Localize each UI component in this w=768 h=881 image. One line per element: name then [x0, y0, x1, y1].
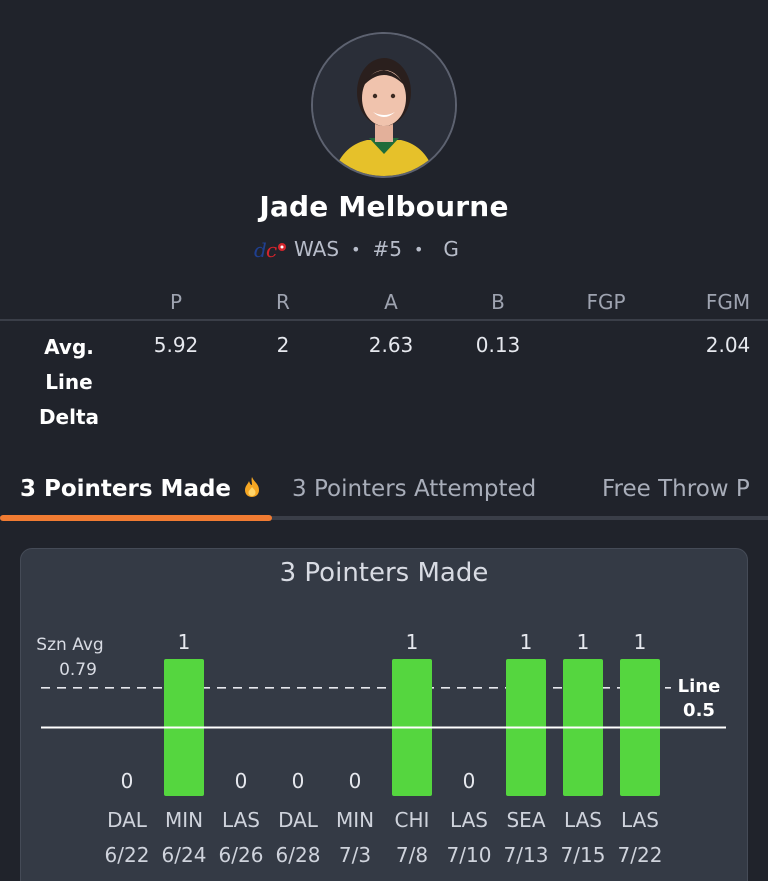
x-tick-date: 7/22 — [618, 843, 663, 867]
x-tick-team: DAL — [278, 808, 319, 832]
team-logo-icon: d c — [254, 238, 286, 262]
team-abbrev: WAS — [294, 237, 340, 261]
x-tick-date: 6/22 — [105, 843, 150, 867]
season-avg-label: Szn Avg — [36, 635, 103, 655]
x-tick-date: 6/28 — [276, 843, 321, 867]
tab-free-throw[interactable]: Free Throw P — [602, 476, 750, 502]
x-tick-date: 7/15 — [561, 843, 606, 867]
stats-divider — [0, 319, 768, 321]
season-avg-value: 0.79 — [59, 660, 97, 680]
stat-col-header: R — [276, 290, 290, 314]
x-tick-date: 6/26 — [219, 843, 264, 867]
x-tick-date: 7/13 — [504, 843, 549, 867]
bar-value-label: 1 — [178, 630, 191, 654]
x-tick-team: DAL — [107, 808, 148, 832]
tab-track — [0, 516, 768, 520]
meta-separator: • — [413, 239, 424, 259]
stat-tabs: 3 Pointers Made 3 Pointers Attempted Fre… — [0, 470, 768, 520]
chart-title: 3 Pointers Made — [279, 558, 489, 588]
tab-label: 3 Pointers Made — [20, 476, 232, 502]
svg-text:c: c — [266, 238, 277, 262]
stats-row-label: Avg. Line Delta — [32, 330, 106, 435]
x-tick-date: 7/8 — [396, 843, 428, 867]
stat-col-header: P — [169, 290, 183, 314]
player-name: Jade Melbourne — [259, 190, 509, 223]
svg-text:d: d — [254, 238, 267, 262]
x-tick-team: MIN — [336, 808, 374, 832]
x-tick-date: 7/10 — [447, 843, 492, 867]
x-tick-team: LAS — [621, 808, 659, 832]
player-position: G — [443, 237, 459, 261]
meta-separator: • — [351, 239, 361, 259]
x-tick-team: LAS — [450, 808, 488, 832]
x-tick-team: LAS — [222, 808, 260, 832]
row-label-line: Line — [45, 370, 93, 394]
bar-value-label: 0 — [235, 769, 248, 793]
active-tab-indicator — [0, 515, 272, 521]
stat-value: 0.13 — [475, 333, 521, 357]
fire-icon — [245, 477, 260, 497]
tab-3-pointers-attempted[interactable]: 3 Pointers Attempted — [292, 476, 537, 502]
stat-value: 2 — [276, 333, 290, 357]
bar-value-label: 1 — [406, 630, 419, 654]
bar-value-label: 0 — [121, 769, 134, 793]
row-label-line: Avg. — [44, 335, 94, 359]
x-tick-team: SEA — [506, 808, 545, 832]
x-tick-team: LAS — [564, 808, 602, 832]
x-tick-date: 7/3 — [339, 843, 371, 867]
stat-value: 2.63 — [368, 333, 414, 357]
prop-line-value: 0.5 — [683, 700, 715, 721]
x-tick-team: MIN — [165, 808, 203, 832]
stat-col-header: A — [384, 290, 398, 314]
prop-line-label: Line — [678, 676, 721, 697]
stat-col-header: FGP — [586, 290, 626, 314]
x-tick-date: 6/24 — [162, 843, 207, 867]
bar-value-label: 0 — [349, 769, 362, 793]
bar-value-label: 1 — [577, 630, 590, 654]
bar-value-label: 0 — [463, 769, 476, 793]
x-tick-team: CHI — [395, 808, 430, 832]
bar-value-label: 0 — [292, 769, 305, 793]
player-avatar[interactable] — [311, 32, 457, 178]
stat-value: 2.04 — [705, 333, 751, 357]
jersey-number: #5 — [372, 237, 402, 261]
row-label-line: Delta — [38, 405, 100, 429]
bar-value-label: 1 — [520, 630, 533, 654]
stat-col-header: FGM — [705, 290, 751, 314]
player-meta: d c WAS • #5 • G — [252, 233, 459, 265]
stat-value: 5.92 — [153, 333, 199, 357]
stat-col-header: B — [491, 290, 505, 314]
bar-value-label: 1 — [634, 630, 647, 654]
tab-3-pointers-made[interactable]: 3 Pointers Made — [20, 476, 261, 502]
